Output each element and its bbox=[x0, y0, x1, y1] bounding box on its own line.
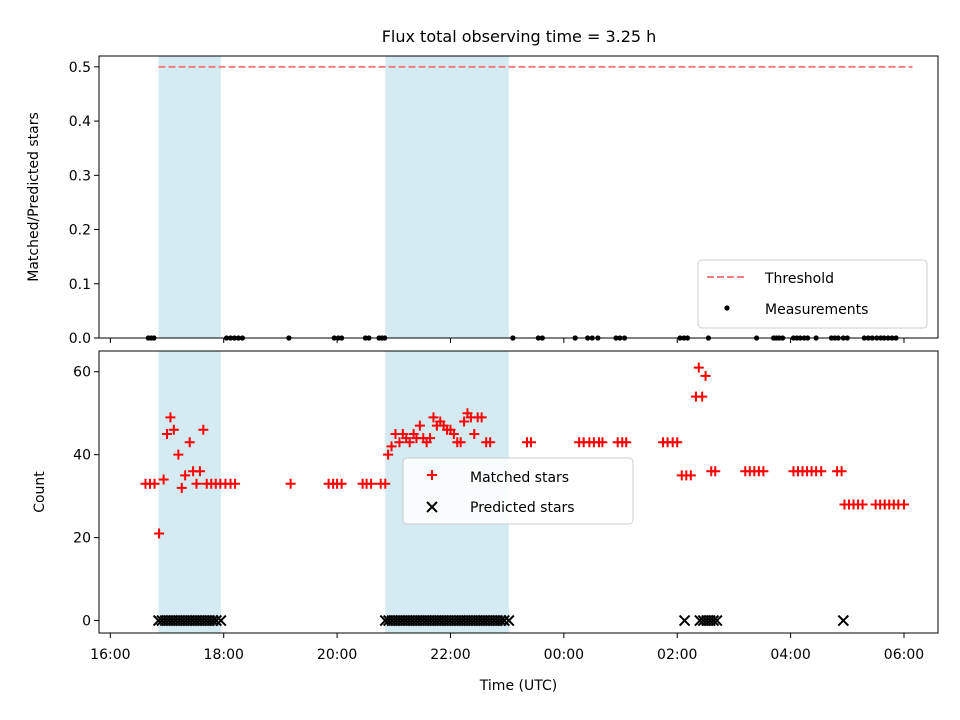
matched-star-point bbox=[836, 466, 847, 477]
matched-star-point bbox=[428, 412, 439, 423]
predicted-star-point bbox=[711, 614, 723, 627]
x-tick-label: 16:00 bbox=[90, 647, 130, 663]
predicted-star-point bbox=[503, 614, 515, 627]
matched-star-point bbox=[168, 424, 179, 435]
shaded-interval bbox=[158, 351, 221, 633]
matched-star-point bbox=[485, 437, 496, 448]
matched-star-point bbox=[710, 466, 721, 477]
matched-star-point bbox=[700, 370, 711, 381]
matched-star-point bbox=[336, 478, 347, 489]
y-tick-label: 0.3 bbox=[69, 168, 91, 184]
y-tick-label: 0 bbox=[82, 614, 91, 630]
matched-star-point bbox=[176, 482, 187, 493]
predicted-star-point bbox=[210, 614, 223, 627]
matched-star-point bbox=[285, 478, 296, 489]
matched-star-point bbox=[165, 412, 176, 423]
predicted-star-point bbox=[215, 614, 227, 627]
matched-star-point bbox=[525, 437, 536, 448]
y-tick-label: 40 bbox=[73, 448, 91, 464]
matched-star-point bbox=[386, 441, 397, 452]
matched-star-point bbox=[184, 437, 195, 448]
matched-star-point bbox=[672, 437, 683, 448]
matched-star-point bbox=[404, 437, 415, 448]
matched-star-point bbox=[383, 449, 394, 460]
matched-star-point bbox=[366, 478, 377, 489]
matched-star-point bbox=[459, 416, 470, 427]
legend-bottom: Matched stars Predicted stars bbox=[402, 457, 634, 525]
x-tick-label: 06:00 bbox=[884, 647, 924, 663]
legend-matched-label: Matched stars bbox=[470, 470, 569, 486]
matched-star-point bbox=[425, 433, 436, 444]
legend-box bbox=[697, 259, 928, 329]
matched-star-point bbox=[154, 528, 165, 539]
predicted-star-point bbox=[837, 614, 850, 627]
matched-star-point bbox=[816, 466, 827, 477]
matched-star-point bbox=[162, 428, 173, 439]
matched-star-point bbox=[455, 437, 466, 448]
matched-star-point bbox=[476, 412, 487, 423]
x-tick-label: 18:00 bbox=[204, 647, 244, 663]
axes-frame bbox=[98, 350, 939, 634]
matched-star-point bbox=[857, 499, 868, 510]
matched-star-point bbox=[898, 499, 909, 510]
predicted-star-point bbox=[498, 614, 511, 627]
matched-star-point bbox=[191, 478, 202, 489]
x-tick-label: 00:00 bbox=[544, 647, 584, 663]
matched-star-point bbox=[621, 437, 632, 448]
matched-star-point bbox=[469, 428, 480, 439]
chart-title: Flux total observing time = 3.25 h bbox=[382, 27, 657, 46]
y-tick-label: 0.4 bbox=[69, 114, 91, 130]
matched-star-point bbox=[693, 362, 704, 373]
legend-threshold-label: Threshold bbox=[764, 271, 834, 287]
matched-star-point bbox=[180, 470, 191, 481]
predicted-star-point bbox=[707, 614, 720, 627]
legend-box bbox=[402, 457, 634, 525]
matched-star-point bbox=[198, 424, 209, 435]
matched-star-point bbox=[758, 466, 769, 477]
x-tick-label: 20:00 bbox=[317, 647, 357, 663]
legend-measurements-label: Measurements bbox=[765, 302, 868, 318]
bottom-panel: 0 20 40 60 16:00 18:00 20:00 22:00 00:00 02:00 04:… bbox=[32, 350, 939, 694]
legend-top: Threshold Measurements bbox=[697, 259, 928, 329]
matched-star-point bbox=[149, 478, 160, 489]
matched-star-point bbox=[394, 437, 405, 448]
matched-star-point bbox=[448, 428, 459, 439]
axes-frame bbox=[98, 55, 939, 339]
y-tick-label: 60 bbox=[73, 365, 91, 381]
legend-predicted-label: Predicted stars bbox=[470, 500, 575, 516]
y-tick-label: 0.5 bbox=[69, 60, 91, 76]
top-panel: 0.0 0.1 0.2 0.3 0.4 0.5 Matched/Predicted star… bbox=[26, 55, 939, 347]
matched-star-point bbox=[685, 470, 696, 481]
x-tick-label: 22:00 bbox=[430, 647, 470, 663]
matched-star-point bbox=[230, 478, 241, 489]
x-tick-label: 04:00 bbox=[770, 647, 810, 663]
y-tick-label: 0.0 bbox=[69, 331, 91, 347]
matched-star-point bbox=[697, 391, 708, 402]
predicted-star-point bbox=[678, 614, 691, 627]
matched-star-point bbox=[158, 474, 169, 485]
x-axis-label: Time (UTC) bbox=[479, 678, 557, 694]
legend-predicted-swatch bbox=[426, 501, 438, 513]
matched-star-point bbox=[380, 478, 391, 489]
y-axis-label: Count bbox=[32, 471, 48, 513]
y-tick-label: 0.1 bbox=[69, 277, 91, 293]
matched-star-point bbox=[194, 466, 205, 477]
legend-measurements-swatch bbox=[724, 305, 730, 311]
x-tick-label: 02:00 bbox=[657, 647, 697, 663]
matched-star-point bbox=[173, 449, 184, 460]
y-tick-label: 0.2 bbox=[69, 223, 91, 239]
matched-star-point bbox=[597, 437, 608, 448]
shaded-interval bbox=[385, 56, 509, 338]
matched-star-point bbox=[427, 470, 437, 480]
y-axis-label: Matched/Predicted stars bbox=[26, 112, 42, 282]
matched-star-point bbox=[414, 420, 425, 431]
y-tick-label: 20 bbox=[73, 531, 91, 547]
shaded-interval bbox=[158, 56, 221, 338]
